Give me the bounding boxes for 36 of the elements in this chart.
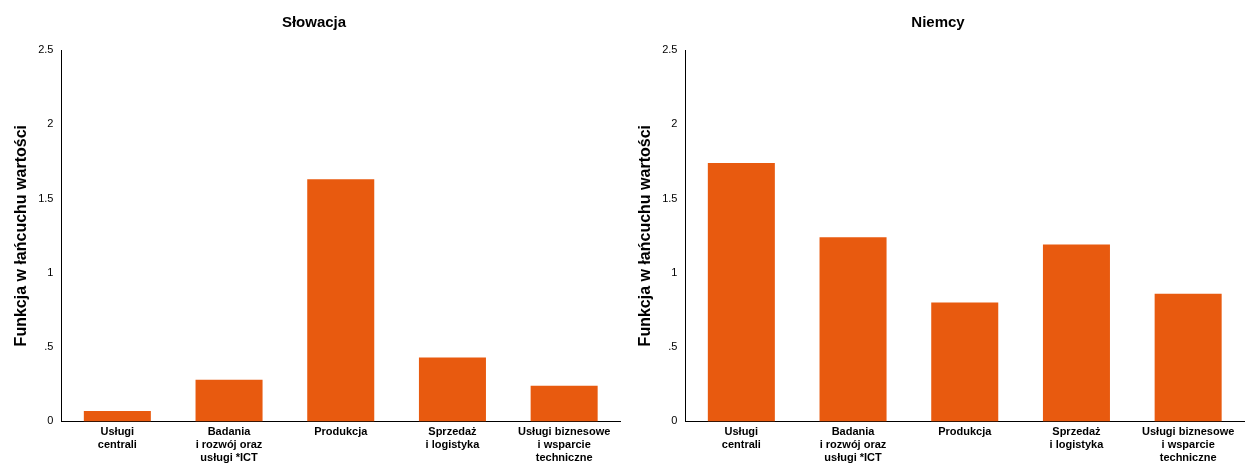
x-tick-label: Usługi centrali: [721, 425, 761, 451]
y-tick-label: .5: [668, 340, 678, 353]
y-tick-label: 2.5: [662, 43, 678, 56]
x-tick-label: Produkcja: [314, 425, 369, 438]
y-tick-label: 0: [671, 414, 678, 427]
chart-title: Niemcy: [911, 13, 966, 31]
y-tick-label: 1: [47, 265, 54, 278]
x-tick-label: Produkcja: [938, 425, 993, 438]
bar: [707, 162, 775, 422]
y-tick-label: 1: [671, 265, 678, 278]
y-axis-title: Funkcja w łańcuchu wartości: [636, 125, 654, 347]
x-tick-label: Usługi biznesowe i wsparcie techniczne: [518, 425, 611, 464]
x-tick-label: Usługi centrali: [97, 425, 137, 451]
x-tick-label: Badania i rozwój oraz usługi *ICT: [195, 425, 263, 464]
x-tick-label: Sprzedaż i logistyka: [1049, 425, 1105, 451]
bar: [819, 237, 887, 422]
x-tick-label: Usługi biznesowe i wsparcie techniczne: [1142, 425, 1235, 464]
y-tick-label: .5: [44, 340, 54, 353]
x-tick-label: Badania i rozwój oraz usługi *ICT: [819, 425, 887, 464]
bar: [307, 179, 375, 422]
x-tick-label: Sprzedaż i logistyka: [425, 425, 481, 451]
y-tick-label: 0: [47, 414, 54, 427]
bar: [530, 385, 598, 422]
bar: [195, 379, 263, 422]
y-axis-title: Funkcja w łańcuchu wartości: [12, 125, 30, 347]
y-tick-label: 2: [671, 117, 678, 130]
bar: [1154, 293, 1222, 422]
bar: [931, 302, 999, 422]
y-tick-label: 2.5: [38, 43, 54, 56]
y-tick-label: 2: [47, 117, 54, 130]
y-tick-label: 1.5: [662, 191, 678, 204]
bar: [1042, 244, 1110, 422]
bar: [418, 357, 486, 422]
chart-title: Słowacja: [281, 13, 347, 31]
bar: [83, 411, 151, 422]
y-tick-label: 1.5: [38, 191, 54, 204]
